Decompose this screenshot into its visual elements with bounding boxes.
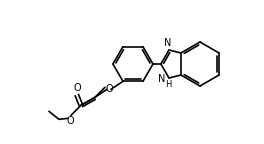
Text: N: N <box>164 38 172 48</box>
Text: O: O <box>105 84 113 94</box>
Text: N: N <box>158 74 165 84</box>
Text: H: H <box>165 80 171 89</box>
Text: O: O <box>66 116 74 126</box>
Text: O: O <box>73 83 81 93</box>
